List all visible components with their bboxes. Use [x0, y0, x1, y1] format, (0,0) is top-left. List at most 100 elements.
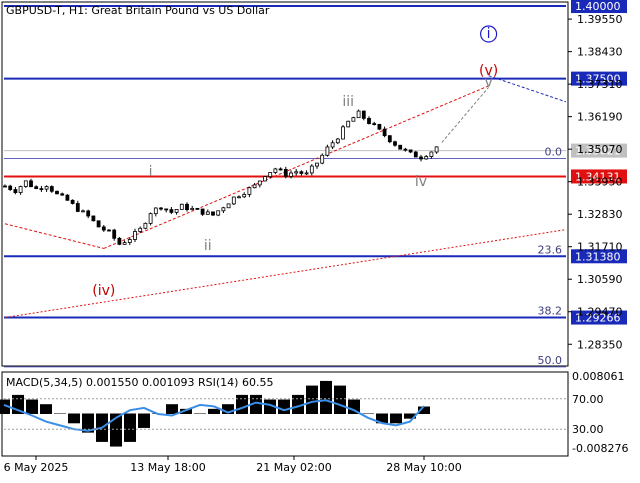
candle-body	[237, 196, 241, 199]
macd-bar-15	[208, 408, 220, 414]
price-tag-bg-0	[571, 0, 627, 14]
candle-body	[143, 222, 148, 229]
macd-bar-6	[82, 413, 94, 433]
ind-y-tick-1: 70.00	[572, 393, 604, 406]
macd-bar-19	[264, 399, 276, 414]
candle-body	[367, 117, 371, 124]
candle-body	[278, 168, 283, 171]
macd-bar-12	[166, 404, 178, 414]
wave-label-4: v	[484, 74, 492, 90]
macd-bar-9	[124, 413, 136, 442]
wave-label-6: (v)	[479, 63, 498, 79]
macd-bar-8	[110, 413, 122, 447]
wave-label-7: i	[487, 26, 491, 42]
levels-layer: 0.0 23.6 38.2 50.0	[4, 5, 566, 368]
wave-label-2: iii	[342, 94, 354, 110]
candle-body	[351, 117, 356, 122]
indicator-title: MACD(5,34,5) 0.001550 0.001093 RSI(14) 6…	[6, 376, 273, 389]
candle-body	[320, 154, 325, 164]
macd-bar-23	[320, 380, 332, 414]
candle-body	[361, 110, 366, 119]
macd-bar-26	[362, 413, 374, 414]
fib-label-7: 50.0	[538, 354, 563, 367]
y-tick-label-7: 1.31710	[577, 241, 623, 254]
chart-title: GBPUSD-T, H1: Great Britain Pound vs US …	[6, 4, 270, 17]
y-tick-label-5: 1.33950	[577, 176, 623, 189]
price-tag-bg-4	[571, 169, 627, 184]
candle-body	[174, 209, 179, 213]
candle-body	[330, 142, 335, 148]
candle-body	[39, 188, 44, 191]
candle-body	[13, 189, 18, 193]
candle-body	[86, 210, 91, 217]
candle-body	[60, 193, 65, 196]
fib-label-5: 23.6	[538, 243, 563, 256]
candle-body	[91, 215, 96, 222]
price-tag-5: 1.31380	[575, 250, 621, 263]
y-tick-label-4: 1.35070	[577, 143, 623, 156]
wave-label-1: ii	[204, 238, 212, 254]
candle-body	[403, 148, 408, 151]
candle-body	[325, 146, 330, 156]
fib-label-3: 0.0	[545, 145, 563, 158]
candle-body	[216, 210, 221, 216]
y-tick-label-1: 1.38430	[577, 46, 623, 59]
candle-body	[34, 186, 39, 190]
macd-bar-10	[138, 413, 150, 428]
candle-body	[127, 239, 132, 243]
ind-y-tick-2: 30.00	[572, 423, 604, 436]
candle-body	[408, 149, 413, 153]
candle-body	[252, 184, 257, 189]
candle-body	[356, 110, 361, 119]
price-axis: 1.40000 1.37500 1.35021 1.34131 1.31380 1.292…	[568, 0, 627, 351]
candle-body	[179, 203, 184, 210]
candle-body	[304, 172, 309, 175]
indicator-layer: 0.008061 70.00 30.00 -0.008276	[0, 370, 628, 455]
price-tag-bg-6	[571, 310, 627, 325]
macd-bar-3	[40, 404, 52, 414]
main-chart-frame	[1, 1, 569, 367]
projection-v	[441, 86, 489, 143]
macd-bar-27	[376, 413, 388, 424]
ind-y-tick-3: -0.008276	[572, 442, 628, 455]
candle-body	[221, 207, 226, 212]
macd-bar-25	[348, 399, 360, 414]
candle-body	[387, 135, 392, 143]
candle-body	[112, 229, 117, 239]
trendline-lower	[4, 229, 567, 319]
macd-bar-4	[54, 413, 66, 414]
candle-body	[164, 208, 169, 211]
macd-bar-13	[180, 408, 192, 414]
candle-body	[18, 186, 23, 193]
candle-body	[372, 123, 377, 125]
macd-bar-22	[306, 385, 318, 414]
y-tick-label-6: 1.32830	[577, 208, 623, 221]
candle-body	[75, 203, 80, 212]
price-tag-4: 1.34131	[575, 170, 621, 183]
macd-bar-16	[222, 404, 234, 414]
candle-body	[263, 176, 267, 182]
candle-body	[346, 120, 351, 128]
candle-body	[185, 203, 189, 211]
candle-body	[231, 196, 236, 205]
candle-body	[169, 209, 174, 213]
macd-bar-30	[418, 406, 430, 414]
macd-bar-2	[26, 399, 38, 414]
candle-body	[341, 126, 345, 140]
price-tag-bg-2	[571, 143, 627, 158]
candle-body	[205, 211, 210, 215]
y-tick-label-10: 1.28350	[577, 338, 623, 351]
price-tag-1: 1.37500	[575, 73, 621, 86]
wave-label-0: i	[149, 164, 153, 180]
candle-body	[29, 180, 33, 188]
macd-bar-24	[334, 385, 346, 414]
time-axis: 6 May 2025 13 May 18:00 21 May 02:00 28 May…	[4, 456, 462, 474]
candle-body	[429, 151, 434, 157]
y-tick-label-0: 1.39550	[577, 13, 623, 26]
price-tag-2: 1.35021	[575, 145, 621, 158]
candle-body	[101, 226, 106, 231]
candle-body	[283, 168, 288, 177]
price-tag-0: 1.40000	[575, 0, 621, 13]
macd-bar-0	[0, 399, 10, 414]
candle-body	[289, 172, 293, 177]
